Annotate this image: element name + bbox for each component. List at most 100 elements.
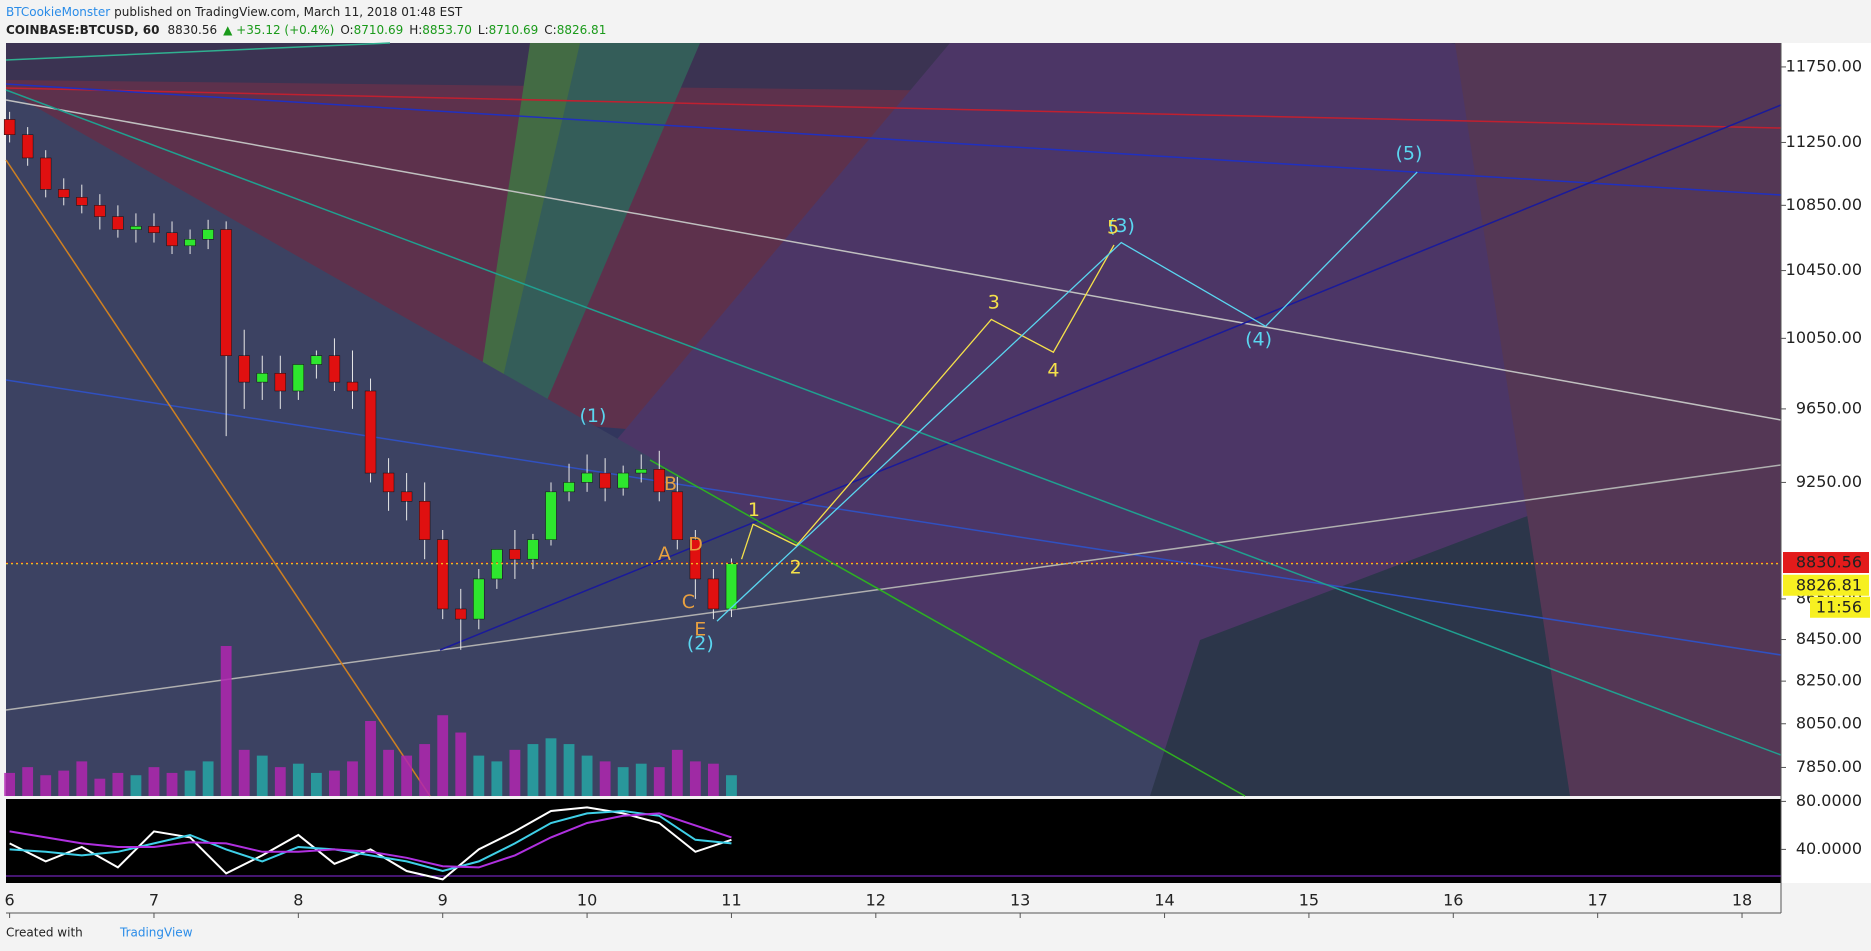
ohlc-key: H: <box>409 23 422 37</box>
candle-body <box>220 229 232 356</box>
volume-bar <box>4 772 16 796</box>
candle-body <box>58 189 70 198</box>
volume-bar <box>112 772 124 796</box>
y-tick-label: 10050.00 <box>1786 328 1862 347</box>
x-tick-label: 8 <box>293 891 303 910</box>
candle-body <box>166 232 178 247</box>
wave-label: 3 <box>988 292 1000 314</box>
candle-body <box>148 226 160 234</box>
volume-bar <box>689 761 701 796</box>
ohlc-value: 8710.69 <box>489 23 539 37</box>
volume-bar <box>58 770 70 796</box>
candle-body <box>184 239 196 247</box>
countdown-tag <box>1810 596 1870 618</box>
volume-bar <box>94 778 106 796</box>
x-tick-label: 17 <box>1587 891 1607 910</box>
wave-projection <box>740 244 1115 560</box>
trend-line <box>649 459 1246 797</box>
zone <box>1455 43 1781 796</box>
drawing-lines <box>5 42 1782 797</box>
candle-body <box>382 472 395 493</box>
y-tick-label: 11750.00 <box>1786 56 1862 75</box>
volume-bar <box>347 761 358 796</box>
triangle <box>6 90 1250 796</box>
candle-body <box>599 472 611 489</box>
price-tag-label: 8830.56 <box>1796 553 1862 572</box>
volume-bar <box>491 761 503 796</box>
ohlc-value: 8710.69 <box>354 23 404 37</box>
volume-bar <box>130 775 142 796</box>
x-tick-label: 13 <box>1010 891 1030 910</box>
indicator-bg <box>6 799 1781 883</box>
wave-label: (1) <box>579 405 606 427</box>
y-tick-label: 8450.00 <box>1796 629 1862 648</box>
x-tick-label: 7 <box>149 891 159 910</box>
volume-bar <box>563 744 575 796</box>
candle-body <box>725 563 738 610</box>
volume-bar <box>509 749 521 796</box>
volume-bar <box>220 646 232 796</box>
footer-created: Created with <box>6 926 83 940</box>
y-tick-label: 40.0000 <box>1796 839 1862 858</box>
candle-body <box>310 355 323 365</box>
candle-body <box>76 197 88 206</box>
indicator-line <box>9 812 732 869</box>
y-tick-label: 8250.00 <box>1796 671 1862 690</box>
volume-bar <box>473 755 485 796</box>
candle-body <box>617 472 629 489</box>
volume-bar <box>653 767 665 796</box>
x-tick-label: 6 <box>5 891 15 910</box>
x-tick-label: 11 <box>721 891 741 910</box>
wave-label: 2 <box>790 556 802 578</box>
volume-bar <box>40 775 52 796</box>
trend-line <box>5 379 1782 656</box>
candle-body <box>653 469 665 493</box>
candle-body <box>689 539 702 580</box>
last-price: 8830.56 <box>168 23 218 37</box>
author[interactable]: BTCookieMonster <box>6 5 110 19</box>
wave-label: (4) <box>1245 329 1272 351</box>
x-tick-label: 9 <box>438 891 448 910</box>
trend-line <box>5 87 1782 129</box>
candle-body <box>419 501 431 540</box>
wave-label: 4 <box>1047 360 1059 382</box>
volume-bar <box>76 761 88 796</box>
candle-body <box>563 482 575 493</box>
candle-body <box>400 491 413 502</box>
volume-bar <box>184 770 196 796</box>
trend-line <box>5 83 1782 196</box>
x-tick-label: 16 <box>1443 891 1463 910</box>
ohlc-value: 8853.70 <box>422 23 472 37</box>
candle-body <box>274 373 286 392</box>
drawings <box>6 43 1781 796</box>
change: ▲ +35.12 (+0.4%) <box>223 23 334 37</box>
trend-line <box>5 159 431 797</box>
trend-line <box>5 464 1782 711</box>
footer-brand[interactable]: TradingView <box>119 926 193 940</box>
candle-body <box>292 364 305 392</box>
candle-body <box>671 491 683 540</box>
y-tick-label: 9250.00 <box>1796 472 1862 491</box>
volume-bar <box>148 767 160 796</box>
candle-body <box>202 229 214 240</box>
candle-body <box>112 216 124 230</box>
x-tick-label: 18 <box>1732 891 1752 910</box>
x-tick-label: 12 <box>866 891 886 910</box>
y-tick-label: 8050.00 <box>1796 713 1862 732</box>
trend-line <box>5 42 391 61</box>
volume-bar <box>581 755 593 796</box>
volume-bar <box>329 770 340 796</box>
volume-bar <box>726 775 737 796</box>
candle-body <box>545 491 557 540</box>
volume-bar <box>166 772 178 796</box>
y-tick-label: 10450.00 <box>1786 260 1862 279</box>
wave-label: 5 <box>1107 216 1119 238</box>
volume-bar <box>599 761 611 796</box>
ohlc-key: L: <box>478 23 489 37</box>
x-tick-label: 15 <box>1299 891 1319 910</box>
candle-body <box>21 134 34 159</box>
indicator-line <box>9 809 732 873</box>
wave-projection <box>716 171 1418 622</box>
candle-body <box>256 373 268 383</box>
